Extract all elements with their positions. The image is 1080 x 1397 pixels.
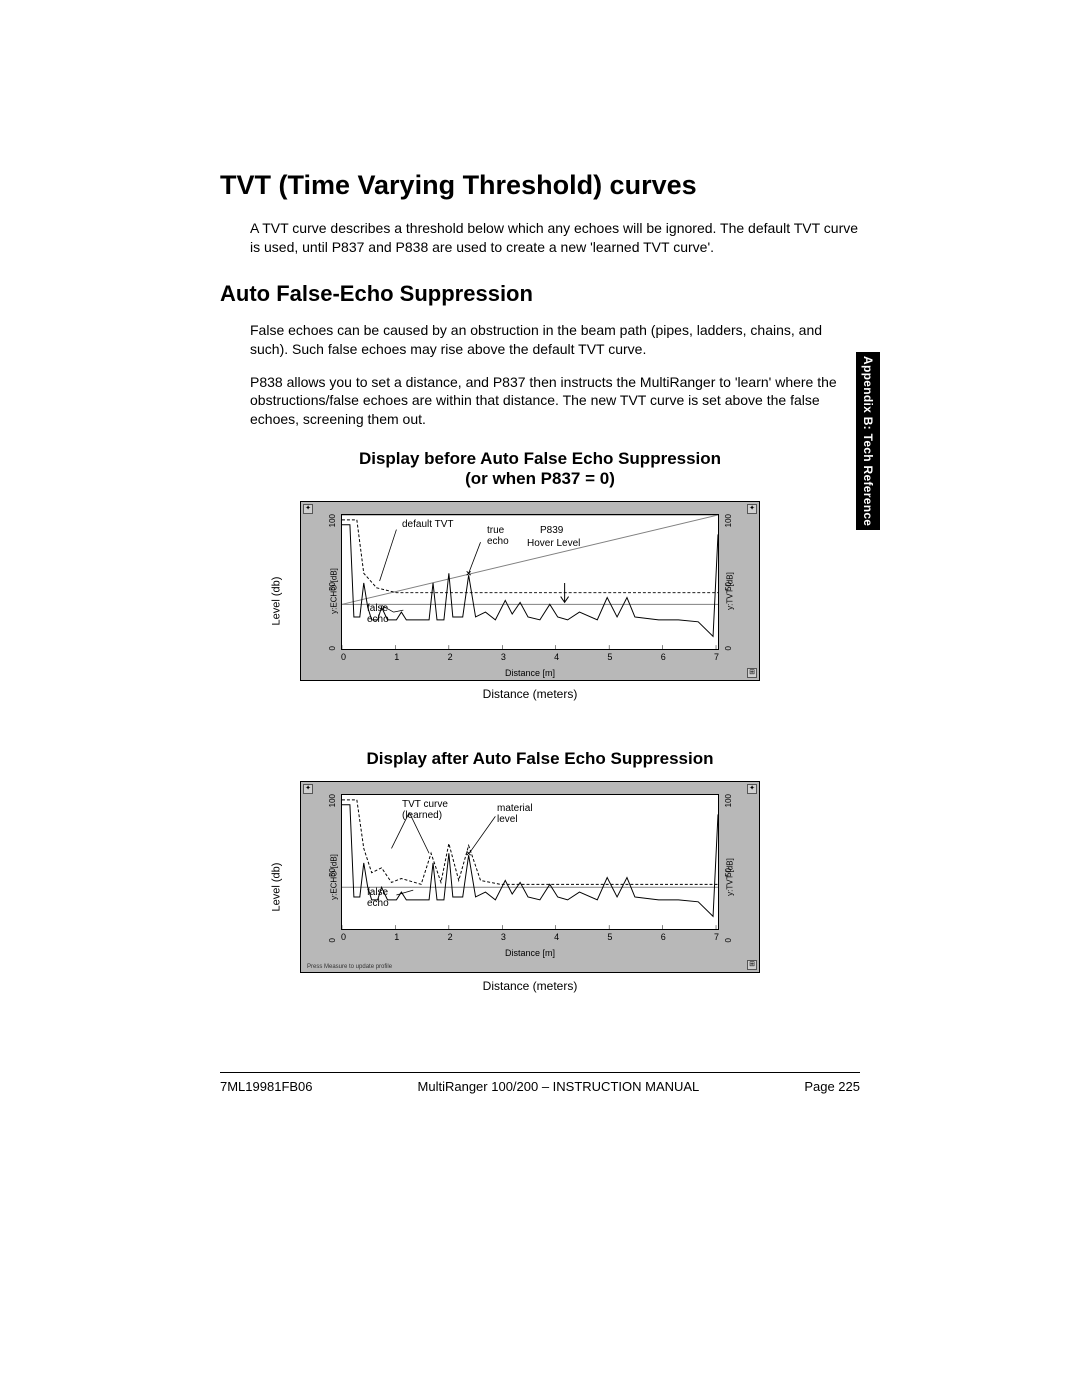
chart-before: Level (db) ✦ ✦ ⊞ y:ECHO [dB] y:TVT [dB] … bbox=[270, 501, 770, 701]
hover-line bbox=[342, 515, 718, 604]
footer-left: 7ML19981FB06 bbox=[220, 1079, 313, 1094]
x-axis-inner: Distance [m] bbox=[301, 668, 759, 678]
page-title: TVT (Time Varying Threshold) curves bbox=[220, 170, 860, 201]
ann-true-echo: true echo bbox=[487, 525, 509, 547]
side-tab: Appendix B: Tech Reference bbox=[856, 352, 880, 530]
y-ticks-left: 100 50 0 bbox=[325, 794, 339, 942]
ann-false-echo: false echo bbox=[367, 887, 389, 909]
chart-after: Level (db) ✦ ✦ ⊞ y:ECHO [dB] y:TVT [dB] … bbox=[270, 781, 770, 993]
chart2-caption: Distance (meters) bbox=[300, 979, 760, 993]
y-ticks-left: 100 50 0 bbox=[325, 514, 339, 650]
chart2-title: Display after Auto False Echo Suppressio… bbox=[220, 749, 860, 769]
chart1-caption: Distance (meters) bbox=[300, 687, 760, 701]
intro-paragraph: A TVT curve describes a threshold below … bbox=[250, 219, 860, 257]
chart-frame: ✦ ✦ ⊞ y:ECHO [dB] y:TVT [dB] 100 50 0 10… bbox=[300, 781, 760, 973]
ann-material: material level bbox=[497, 803, 533, 825]
x-ticks: 01 23 45 67 bbox=[341, 652, 719, 668]
page-footer: 7ML19981FB06 MultiRanger 100/200 – INSTR… bbox=[220, 1072, 860, 1094]
plot-area: default TVT true echo P839 Hover Level f… bbox=[341, 514, 719, 650]
plot-area: TVT curve (learned) material level false… bbox=[341, 794, 719, 930]
ann-false-echo: false echo bbox=[367, 603, 389, 625]
section-heading: Auto False-Echo Suppression bbox=[220, 281, 860, 307]
chart1-svg bbox=[342, 515, 718, 649]
x-ticks: 01 23 45 67 bbox=[341, 932, 719, 948]
ann-p839: P839 bbox=[540, 525, 563, 536]
ann-hover: Hover Level bbox=[527, 538, 580, 549]
ann-tvt-learned: TVT curve (learned) bbox=[402, 799, 448, 821]
chart1-title: Display before Auto False Echo Suppressi… bbox=[220, 449, 860, 489]
body-paragraph-2: P838 allows you to set a distance, and P… bbox=[250, 373, 860, 430]
y-ticks-right: 100 50 0 bbox=[721, 514, 735, 650]
ann-default-tvt: default TVT bbox=[402, 519, 454, 530]
y-axis-label: Level (db) bbox=[270, 577, 282, 626]
status-text: Press Measure to update profile bbox=[307, 964, 392, 970]
body-paragraph-1: False echoes can be caused by an obstruc… bbox=[250, 321, 860, 359]
y-axis-label: Level (db) bbox=[270, 863, 282, 912]
tvt-curve bbox=[342, 520, 718, 593]
footer-right: Page 225 bbox=[804, 1079, 860, 1094]
footer-center: MultiRanger 100/200 – INSTRUCTION MANUAL bbox=[418, 1079, 700, 1094]
y-ticks-right: 100 50 0 bbox=[721, 794, 735, 942]
x-axis-inner: Distance [m] bbox=[301, 948, 759, 958]
chart-frame: ✦ ✦ ⊞ y:ECHO [dB] y:TVT [dB] 100 50 0 10… bbox=[300, 501, 760, 681]
